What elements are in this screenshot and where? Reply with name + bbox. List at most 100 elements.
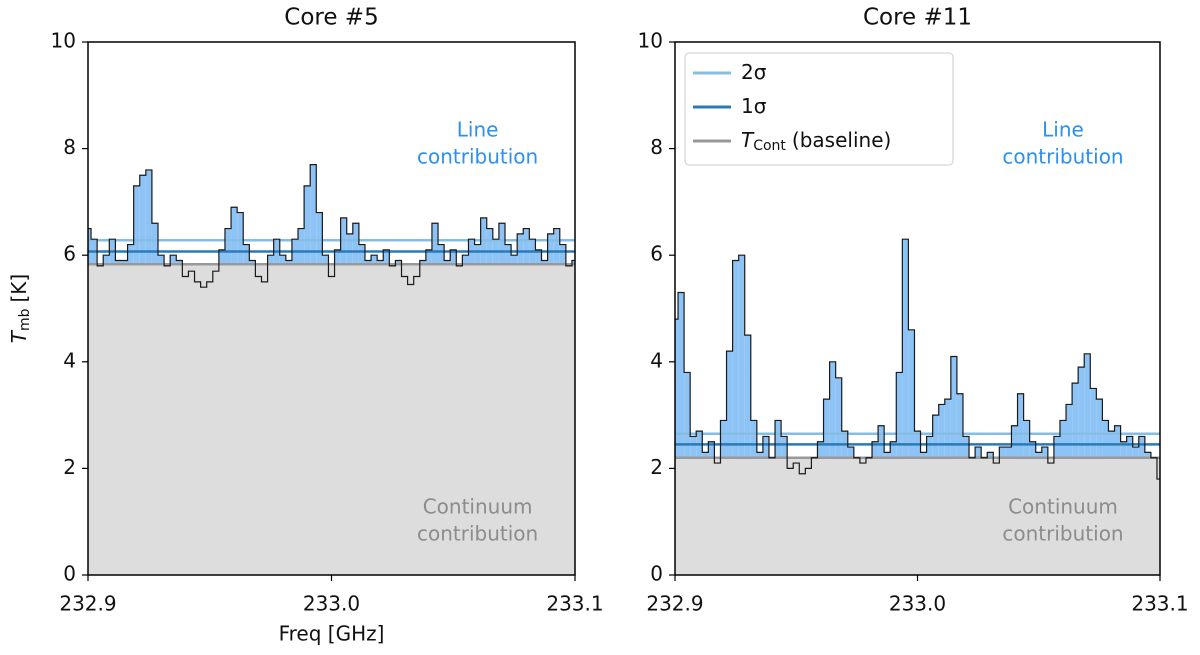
line-fill [684,372,691,458]
legend-label: 2σ [741,60,767,84]
legend-name: 2σ [741,60,767,84]
y-tick-label: 10 [638,29,663,53]
line-fill [938,404,945,458]
line-fill [395,260,402,265]
line-fill [170,255,177,265]
line-fill [999,447,1006,458]
line-fill [902,239,909,458]
y-tick-label: 8 [650,135,663,159]
y-tick-label: 4 [63,348,76,372]
annotation: contribution [417,522,538,546]
line-fill [358,244,365,265]
y-tick-label: 6 [63,242,76,266]
line-fill [1059,420,1067,458]
line-fill [498,223,505,265]
line-fill [1053,436,1060,458]
line-fill [1035,452,1042,458]
y-tick-label: 4 [650,348,663,372]
spectrum [88,163,575,288]
x-tick-label: 233.1 [1131,592,1188,616]
line-fill [425,249,432,265]
legend-name: T [741,128,755,152]
line-fill [932,415,939,458]
panel: 0 2 4 6 8 10 232.9 233.0 233.1 Core #11 Line contri… [638,5,1189,616]
line-fill [237,212,244,265]
legend-name-rest: (baseline) [792,128,891,152]
line-fill [756,452,763,458]
line-fill [115,260,122,265]
line-fill [377,260,384,265]
line-fill [1138,436,1145,458]
line-fill [1017,393,1024,458]
plot-area [88,163,575,575]
line-fill [872,441,879,458]
annotation: contribution [417,145,538,169]
legend-box [684,52,954,166]
x-tick-label: 232.9 [59,592,116,616]
line-fill [334,249,341,265]
continuum-fill [675,457,1160,575]
line-fill [151,223,159,265]
line-fill [675,319,679,458]
line-fill [956,393,963,458]
line-fill [1096,399,1103,458]
line-fill [88,228,92,265]
line-fill [926,436,933,458]
line-fill [1102,420,1109,458]
line-fill [139,175,146,265]
y-tick-label: 6 [650,242,663,266]
line-fill [975,447,982,458]
line-fill [738,255,745,458]
line-fill [896,372,903,458]
line-fill [444,260,451,265]
line-fill [750,420,757,458]
line-fill [243,244,250,265]
line-fill [726,351,733,458]
x-tick-label: 233.0 [889,592,946,616]
line-fill [535,249,542,265]
line-fill [285,260,292,265]
y-tick-label: 0 [63,562,76,586]
legend-name-sub: Cont [753,138,786,154]
line-fill [553,228,560,265]
line-fill [823,399,830,458]
x-tick-label: 233.0 [303,592,360,616]
line-fill [474,244,481,265]
line-fill [1072,383,1079,458]
line-fill [962,436,970,458]
x-tick-label: 233.1 [546,592,603,616]
annotation: Continuum [423,495,533,519]
line-fill [486,228,493,265]
line-fill [224,228,232,265]
line-fill [884,452,891,458]
line-fill [1090,388,1097,458]
line-fill [1144,452,1151,458]
line-fill [775,420,782,458]
line-fill [1041,447,1048,458]
line-fill [438,244,445,265]
line-fill [547,233,554,265]
legend-name: 1σ [741,94,767,118]
annotation: contribution [1002,145,1123,169]
line-fill [541,260,548,265]
line-fill [1078,367,1085,458]
annotation: Line [457,118,499,142]
line-fill [690,436,697,458]
line-fill [267,255,274,265]
line-fill [504,244,512,265]
line-fill [419,260,426,265]
x-tick-label: 232.9 [646,592,703,616]
line-fill [176,260,183,265]
line-fill [517,233,524,265]
line-fill [121,260,128,265]
line-fill [218,249,225,265]
line-fill [950,356,957,458]
line-fill [304,185,311,265]
y-tick-label: 0 [650,562,663,586]
spectrum [675,238,1160,480]
line-fill [817,441,824,458]
line-fill [127,244,134,265]
line-fill [908,329,915,458]
line-fill [249,260,256,265]
